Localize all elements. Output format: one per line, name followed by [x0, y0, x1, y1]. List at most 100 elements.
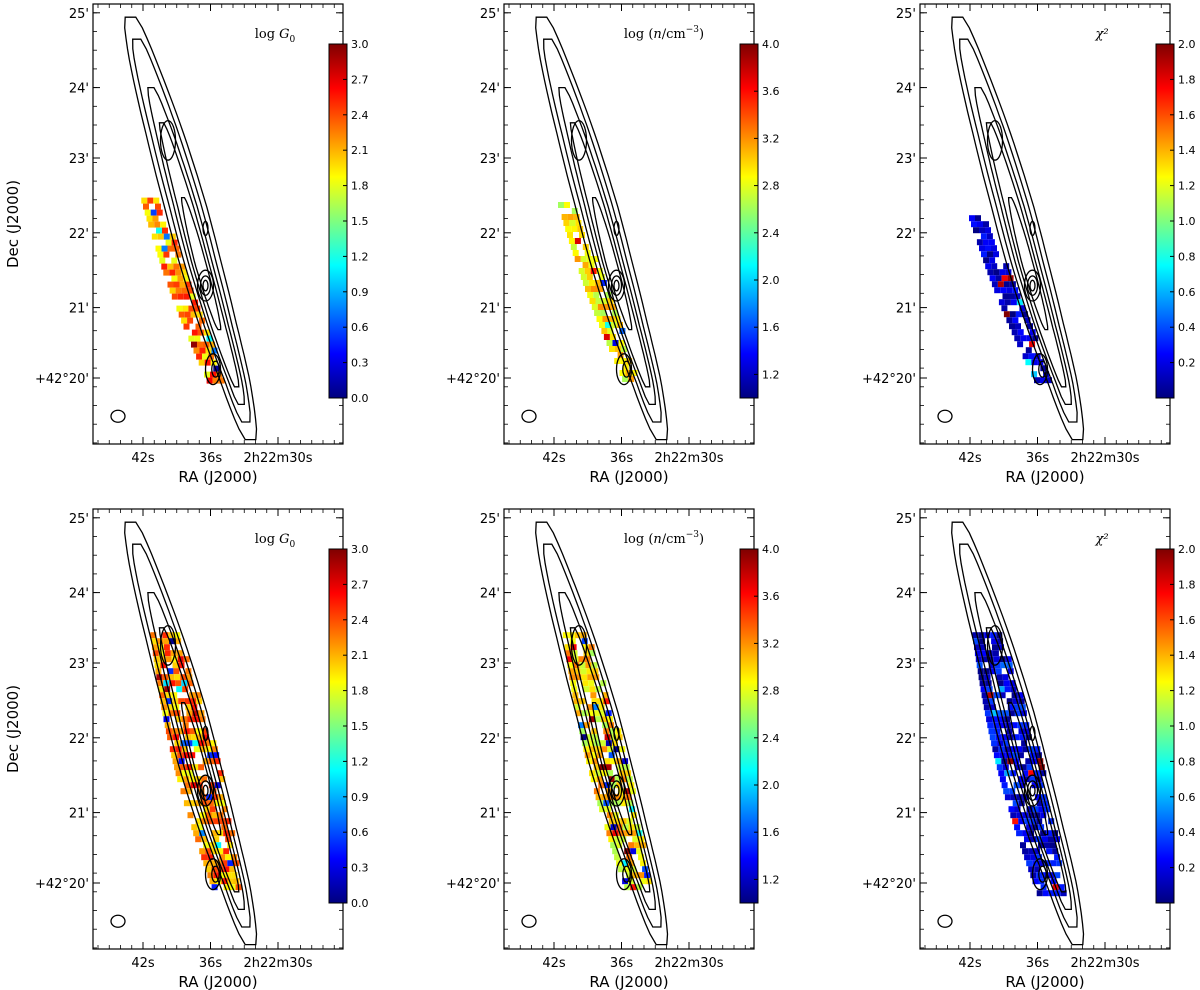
data-pixel: [1024, 818, 1031, 825]
data-pixel: [622, 860, 629, 867]
x-axis-label: RA (J2000): [1005, 973, 1084, 990]
data-pixel: [143, 203, 149, 210]
panel-content: [937, 16, 1085, 441]
data-pixel: [620, 776, 627, 783]
data-pixel: [175, 269, 182, 276]
data-pixel: [1042, 872, 1049, 879]
data-pixel: [1016, 812, 1023, 819]
data-pixel: [183, 656, 190, 663]
data-pixel: [173, 281, 180, 288]
data-pixel: [1058, 884, 1065, 891]
data-pixel: [214, 758, 221, 765]
contour-line: [1023, 269, 1042, 302]
data-pixel: [1054, 872, 1061, 879]
data-pixel: [597, 286, 603, 292]
data-pixel: [146, 215, 153, 222]
data-pixel: [187, 716, 194, 723]
data-pixel: [167, 704, 174, 711]
y-tick-label: 23': [896, 152, 916, 167]
data-pixel: [626, 854, 633, 861]
data-pixel: [994, 662, 1001, 669]
colorbar-tick-label: 2.7: [351, 578, 369, 591]
data-pixel: [219, 872, 226, 879]
data-pixel: [211, 746, 218, 753]
data-pixel: [152, 650, 159, 657]
data-pixel: [227, 860, 234, 867]
contour-line: [570, 119, 588, 161]
label-part: log (: [624, 27, 654, 42]
data-pixel: [599, 710, 606, 717]
contour-line: [211, 360, 220, 378]
data-pixel: [573, 698, 580, 705]
x-tick-label: 2h22m30s: [654, 956, 723, 971]
colorbar-tick-label: 0.6: [1178, 286, 1196, 299]
data-pixel: [610, 842, 617, 849]
data-pixel: [1020, 764, 1027, 771]
data-pixel: [567, 214, 574, 220]
colorbar-tick-label: 2.4: [762, 732, 780, 745]
y-tick-label: 23': [480, 657, 500, 672]
colorbar-tick-label: 2.0: [762, 274, 780, 287]
y-tick-label: 22': [896, 732, 916, 747]
colorbar-tick-label: 2.1: [351, 649, 369, 662]
data-pixel: [610, 782, 617, 789]
data-pixel: [178, 698, 185, 705]
data-pixel: [171, 257, 178, 264]
data-pixel: [195, 818, 202, 825]
data-pixel: [1048, 836, 1054, 843]
data-pixel: [1017, 752, 1024, 759]
colorbar-tick-label: 0.9: [351, 791, 369, 804]
data-pixel: [178, 662, 185, 669]
colorbar-tick-label: 0.3: [351, 862, 369, 875]
data-pixel: [592, 704, 599, 711]
x-tick-label: 42s: [958, 451, 982, 466]
data-pixel: [1030, 854, 1037, 861]
data-pixel: [181, 287, 188, 294]
data-pixel: [614, 316, 621, 322]
data-pixel: [231, 854, 238, 861]
colorbar-tick-label: 1.0: [1178, 720, 1196, 733]
data-pixel: [989, 704, 996, 711]
data-pixel: [1026, 335, 1033, 342]
data-pixel: [181, 746, 188, 753]
panel-quantity-label: log G0: [255, 27, 296, 45]
data-pixel: [1032, 806, 1039, 813]
data-pixel: [996, 764, 1003, 771]
data-pixel: [225, 818, 232, 825]
data-pixel: [1050, 842, 1056, 849]
data-pixel: [607, 770, 614, 777]
data-pixel: [974, 650, 981, 657]
data-pixel: [172, 758, 179, 765]
data-pixel: [987, 251, 993, 258]
data-pixel: [561, 214, 568, 220]
data-pixel: [163, 233, 170, 240]
data-pixel: [587, 674, 594, 681]
data-pixel: [999, 722, 1006, 729]
data-pixel: [173, 668, 180, 675]
data-pixel: [983, 668, 990, 675]
data-pixel: [160, 698, 167, 705]
data-pixel: [1042, 836, 1048, 843]
contour-line: [1029, 725, 1036, 742]
data-pixel: [568, 238, 575, 244]
x-tick-label: 42s: [131, 956, 155, 971]
data-pixel: [1003, 311, 1010, 318]
data-pixel: [151, 233, 158, 240]
data-pixel: [1018, 818, 1025, 825]
data-pixel: [984, 710, 991, 717]
colorbar-tick-label: 1.8: [1178, 578, 1196, 591]
colorbar-tick-label: 1.2: [351, 755, 369, 768]
data-pixel: [615, 346, 621, 352]
data-pixel: [1011, 329, 1018, 336]
data-pixel: [981, 656, 988, 663]
data-pixel: [995, 758, 1002, 765]
y-tick-label: 25': [896, 512, 916, 527]
data-pixel: [993, 656, 1000, 663]
data-pixel: [205, 866, 212, 873]
data-pixel: [1010, 299, 1017, 306]
data-pixel: [205, 812, 212, 819]
data-pixel: [979, 680, 986, 687]
y-tick-label: 24': [480, 82, 500, 97]
data-pixel: [579, 662, 586, 669]
colorbar-tick-label: 2.0: [762, 779, 780, 792]
